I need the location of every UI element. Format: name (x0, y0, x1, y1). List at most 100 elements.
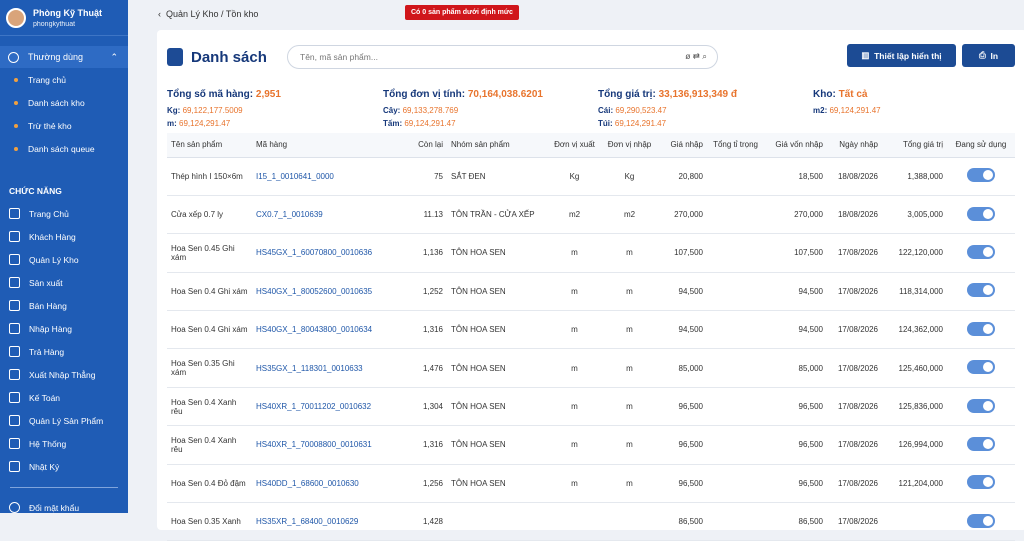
favorite-item[interactable]: Danh sách kho (0, 91, 128, 114)
cell[interactable]: I15_1_0010641_0000 (252, 157, 397, 196)
cell: 17/08/2026 (827, 502, 882, 541)
menu-item[interactable]: Sản xuất (0, 271, 128, 294)
cell[interactable]: HS35GX_1_118301_0010633 (252, 348, 397, 388)
cell[interactable]: CX0.7_1_0010639 (252, 195, 397, 235)
cell: Thép hình I 150×6m (167, 157, 252, 196)
summary-label: Tổng đơn vị tính: (383, 89, 466, 100)
unit-value: 69,124,291.47 (179, 119, 231, 128)
functions-title: CHỨC NĂNG (9, 186, 62, 196)
empty-cell (707, 310, 762, 350)
user-name: Phòng Kỹ Thuật (33, 7, 102, 18)
summary-item: m2: 69,124,291.47 (813, 104, 881, 117)
menu-item[interactable]: Trang Chủ (0, 202, 128, 225)
cell: 1,136 (397, 233, 447, 273)
menu-item[interactable]: Hệ Thống (0, 432, 128, 455)
inventory-table: Tên sản phẩm Mã hàng Còn lại Nhóm sản phẩm Đ… (167, 133, 1015, 541)
active-toggle[interactable] (967, 436, 995, 451)
active-toggle[interactable] (967, 398, 995, 413)
favorite-label: Trừ thẻ kho (28, 120, 72, 131)
unit-value: 69,122,177.5009 (182, 106, 243, 115)
print-button[interactable]: ⎙ In (962, 44, 1015, 67)
active-toggle[interactable] (967, 475, 995, 490)
cell[interactable]: HS40GX_1_80043800_0010634 (252, 310, 397, 350)
breadcrumb-link[interactable]: Quản Lý Kho (166, 9, 219, 19)
cell: TÔN HOA SEN (447, 272, 547, 312)
cell: m (547, 425, 602, 465)
toggle-cell (947, 387, 1015, 427)
menu-item[interactable]: Nhật Ký (0, 455, 128, 478)
favorites-toggle[interactable]: Thường dùng ⌃ (0, 46, 128, 68)
empty-cell (707, 233, 762, 273)
toggle-cell (947, 233, 1015, 273)
menu-item[interactable]: Nhập Hàng (0, 317, 128, 340)
active-toggle[interactable] (967, 360, 995, 375)
search-input[interactable]: Tên, mã sản phẩm... ø ⇄ ⌕ (287, 45, 718, 69)
cell: 18/08/2026 (827, 195, 882, 235)
menu-item[interactable]: Quản Lý Kho (0, 248, 128, 271)
settings-button[interactable]: ▥ Thiết lập hiển thị (847, 44, 956, 67)
active-toggle[interactable] (967, 206, 995, 221)
cell: Hoa Sen 0.35 Ghi xám (167, 348, 252, 388)
active-toggle[interactable] (967, 244, 995, 259)
cell: 96,500 (762, 464, 827, 504)
summary-group: Tổng giá trị: 33,136,913,349 đ Cái: 69,29… (598, 88, 737, 130)
cell: m (547, 387, 602, 427)
cell: 1,256 (397, 464, 447, 504)
cell: Hoa Sen 0.4 Ghi xám (167, 272, 252, 312)
menu-item[interactable]: Kế Toán (0, 386, 128, 409)
cell[interactable]: HS40DD_1_68600_0010630 (252, 464, 397, 504)
cell: 121,204,000 (882, 464, 947, 504)
menu-item[interactable]: Xuất Nhập Thẳng (0, 363, 128, 386)
favorite-item[interactable]: Danh sách queue (0, 137, 128, 160)
menu-item[interactable]: Khách Hàng (0, 225, 128, 248)
unit-value: 69,290,523.47 (615, 106, 667, 115)
table-row: Hoa Sen 0.4 Ghi xám HS40GX_1_80052600_001… (167, 272, 1015, 312)
column-header: Còn lại (397, 133, 447, 158)
cell[interactable]: HS35XR_1_68400_0010629 (252, 502, 397, 541)
unit-label: m2: (813, 106, 828, 115)
cell: 1,316 (397, 425, 447, 465)
print-label: In (990, 50, 999, 61)
cell: 85,000 (762, 348, 827, 388)
summary-group: Kho: Tất cả m2: 69,124,291.47 (813, 88, 881, 117)
column-header: Đơn vị xuất (547, 133, 602, 158)
unit-value: 69,124,291.47 (614, 119, 667, 128)
summary-total: Tổng số mã hàng: 2,951 (167, 88, 281, 101)
unit-value: 69,124,291.47 (829, 106, 881, 115)
cell[interactable]: HS45GX_1_60070800_0010636 (252, 233, 397, 273)
cell: 107,500 (762, 233, 827, 273)
toggle-cell (947, 195, 1015, 235)
summary-value: 33,136,913,349 đ (658, 89, 737, 100)
cell: TÔN HOA SEN (447, 387, 547, 427)
column-header: Ngày nhập (827, 133, 882, 158)
menu-item[interactable]: Quản Lý Sản Phẩm (0, 409, 128, 432)
table-row: Hoa Sen 0.4 Ghi xám HS40GX_1_80043800_001… (167, 310, 1015, 350)
active-toggle[interactable] (967, 513, 995, 528)
active-toggle[interactable] (967, 168, 995, 183)
cell: 1,388,000 (882, 157, 947, 196)
cell[interactable]: HS40XR_1_70008800_0010631 (252, 425, 397, 465)
summary-label: Tổng giá trị: (598, 89, 656, 100)
active-toggle[interactable] (967, 283, 995, 298)
cell: 107,500 (657, 233, 707, 273)
alert-badge[interactable]: Có 0 sản phẩm dưới định mức (405, 5, 519, 20)
active-toggle[interactable] (967, 321, 995, 336)
column-header: Tổng tỉ trọng (707, 133, 762, 158)
change-password[interactable]: Đổi mật khẩu (0, 496, 128, 513)
unit-label: Kg: (167, 106, 181, 115)
summary-label: Tổng số mã hàng: (167, 89, 254, 100)
cell: Kg (602, 157, 657, 196)
menu-item[interactable]: Bán Hàng (0, 294, 128, 317)
cell: 17/08/2026 (827, 425, 882, 465)
favorite-item[interactable]: Trừ thẻ kho (0, 114, 128, 137)
menu-item[interactable]: Trả Hàng (0, 340, 128, 363)
summary-value: Tất cả (838, 89, 868, 100)
favorite-item[interactable]: Trang chủ (0, 68, 128, 91)
cell: m (602, 425, 657, 465)
cell: 270,000 (657, 195, 707, 235)
cell (882, 502, 947, 541)
menu-label: Quản Lý Kho (29, 254, 79, 265)
cell[interactable]: HS40GX_1_80052600_0010635 (252, 272, 397, 312)
cell[interactable]: HS40XR_1_70011202_0010632 (252, 387, 397, 427)
cell (447, 502, 547, 541)
